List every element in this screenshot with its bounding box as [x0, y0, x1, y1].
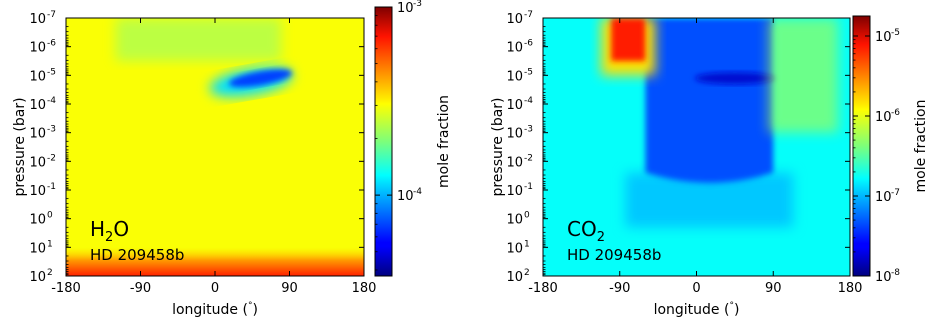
y-tick-label: 10 [29, 12, 46, 27]
y-tick-label: 10 [506, 155, 523, 170]
planet-label: HD 209458b [567, 246, 661, 264]
y-tick-exponent: 0 [524, 211, 530, 221]
y-tick-exponent: -5 [47, 67, 56, 77]
y-tick-label: 10 [29, 155, 46, 170]
colorbar-label: mole fraction [436, 95, 452, 188]
y-tick-exponent: 1 [47, 239, 53, 249]
x-axis-label: longitude (°) [654, 301, 740, 318]
colorbar-tick-exponent: -5 [891, 28, 900, 38]
y-tick-exponent: 0 [47, 211, 53, 221]
colorbar-label: mole fraction [913, 100, 929, 193]
y-tick-exponent: -2 [524, 153, 533, 163]
y-tick-exponent: -3 [524, 125, 533, 135]
colorbar-tick-label: 10 [875, 270, 892, 285]
y-tick-label: 10 [29, 69, 46, 84]
y-tick-exponent: -6 [47, 39, 56, 49]
y-axis-label: pressure (bar) [490, 97, 506, 196]
y-tick-exponent: -5 [524, 67, 533, 77]
colorbar-tick-label: 10 [397, 189, 414, 204]
y-tick-exponent: 1 [524, 239, 530, 249]
planet-label: HD 209458b [90, 246, 184, 264]
colorbar-tick-exponent: -7 [891, 188, 900, 198]
y-axis-label: pressure (bar) [12, 97, 28, 196]
y-tick-label: 10 [506, 127, 523, 142]
y-tick-label: 10 [29, 270, 46, 285]
y-tick-label: 10 [29, 127, 46, 142]
nightside-enhancement [611, 18, 645, 61]
colorbar-tick-label: 10 [875, 190, 892, 205]
y-tick-exponent: -7 [524, 10, 533, 20]
dayside-depleted-region [645, 18, 773, 183]
y-tick-label: 10 [506, 270, 523, 285]
colorbar-tick-exponent: -6 [891, 108, 900, 118]
y-tick-exponent: -4 [47, 96, 56, 106]
y-tick-label: 10 [506, 184, 523, 199]
y-tick-label: 10 [506, 241, 523, 256]
colorbar [853, 16, 870, 276]
x-tick-label: 180 [352, 281, 377, 296]
colorbar-tick-label: 10 [397, 1, 414, 16]
y-tick-label: 10 [506, 12, 523, 27]
y-tick-exponent: -6 [524, 39, 533, 49]
y-tick-exponent: -4 [524, 96, 533, 106]
colorbar-tick-exponent: -4 [413, 187, 422, 197]
y-tick-label: 10 [506, 213, 523, 228]
y-tick-label: 10 [29, 241, 46, 256]
y-tick-exponent: -7 [47, 10, 56, 20]
x-tick-label: 90 [765, 281, 782, 296]
eastern-terminator [768, 18, 838, 133]
x-tick-label: 180 [838, 281, 863, 296]
y-tick-label: 10 [506, 69, 523, 84]
colorbar-tick-exponent: -8 [891, 268, 900, 278]
x-tick-label: 0 [211, 281, 219, 296]
x-tick-label: -90 [609, 281, 630, 296]
y-tick-label: 10 [506, 98, 523, 113]
y-tick-exponent: -1 [524, 182, 533, 192]
colorbar-tick-exponent: -3 [413, 0, 422, 9]
y-tick-exponent: 2 [47, 268, 53, 278]
y-tick-exponent: -1 [47, 182, 56, 192]
y-tick-exponent: -3 [47, 125, 56, 135]
y-tick-label: 10 [29, 184, 46, 199]
x-tick-label: -90 [130, 281, 151, 296]
y-tick-label: 10 [29, 98, 46, 113]
y-tick-label: 10 [29, 41, 46, 56]
y-tick-label: 10 [506, 41, 523, 56]
y-tick-exponent: -2 [47, 153, 56, 163]
y-tick-exponent: 2 [524, 268, 530, 278]
x-tick-label: 90 [281, 281, 298, 296]
x-tick-label: -180 [528, 281, 558, 296]
x-tick-label: 0 [692, 281, 700, 296]
colorbar-tick-label: 10 [875, 110, 892, 125]
dayside-minimum [695, 72, 775, 84]
colorbar [375, 7, 392, 276]
upper-depletion [116, 18, 282, 61]
y-tick-label: 10 [29, 213, 46, 228]
x-tick-label: -180 [51, 281, 81, 296]
x-axis-label: longitude (°) [172, 301, 258, 318]
colorbar-tick-label: 10 [875, 30, 892, 45]
